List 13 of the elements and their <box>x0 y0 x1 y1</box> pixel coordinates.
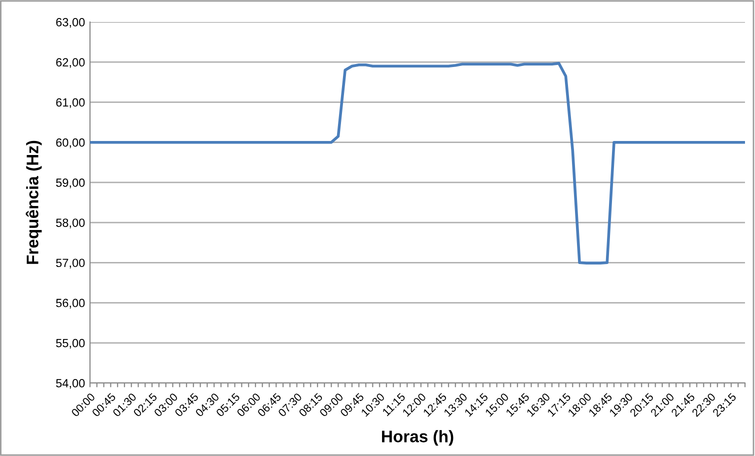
y-tick-label: 61,00 <box>56 98 85 108</box>
y-tick-label: 62,00 <box>56 58 85 68</box>
y-tick-label: 57,00 <box>56 258 85 268</box>
y-tick-label: 56,00 <box>56 298 85 309</box>
y-axis-title: Frequência (Hz) <box>26 140 42 264</box>
y-tick-label: 63,00 <box>56 18 85 28</box>
y-tick-label: 59,00 <box>56 178 85 188</box>
y-tick-label: 54,00 <box>56 379 85 389</box>
y-tick-label: 60,00 <box>56 138 85 148</box>
y-tick-label: 55,00 <box>56 338 85 349</box>
line-series <box>90 62 745 264</box>
x-axis-title: Horas (h) <box>382 430 454 446</box>
y-tick-label: 58,00 <box>56 218 85 228</box>
